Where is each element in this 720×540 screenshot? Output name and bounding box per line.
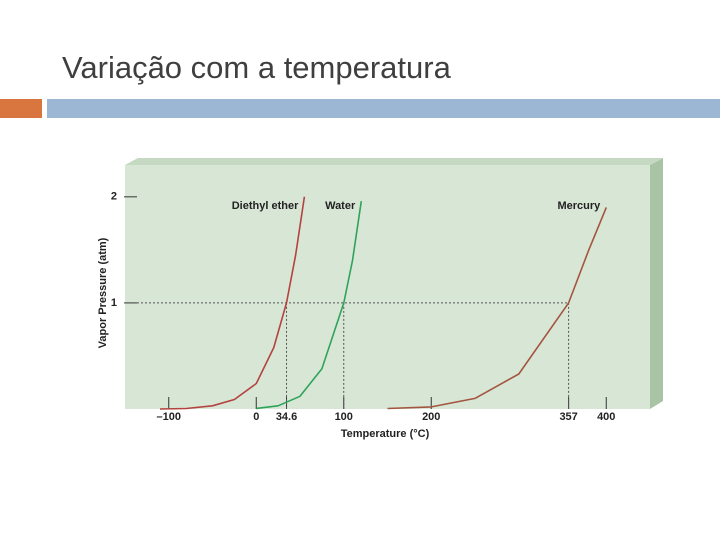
series-line xyxy=(387,207,608,410)
x-tick-label: 34.6 xyxy=(276,411,297,423)
series-line xyxy=(159,196,306,410)
series-label: Water xyxy=(325,200,356,212)
panel-top xyxy=(125,158,663,165)
x-tick-label: –100 xyxy=(157,411,181,423)
panel xyxy=(125,165,650,409)
series-label: Mercury xyxy=(557,200,601,212)
x-tick-label: 100 xyxy=(335,411,353,423)
accent-bar xyxy=(0,99,42,118)
y-tick-label: 1 xyxy=(111,297,117,309)
series-label: Diethyl ether xyxy=(232,200,299,212)
x-tick-label: 200 xyxy=(422,411,440,423)
x-tick-label: 357 xyxy=(559,411,577,423)
slide-title: Variação com a temperatura xyxy=(62,50,451,85)
y-tick-label: 2 xyxy=(111,191,117,203)
panel-side xyxy=(650,158,663,409)
header-bar xyxy=(47,99,720,118)
y-axis-title: Vapor Pressure (atm) xyxy=(97,237,109,348)
x-tick-label: 0 xyxy=(253,411,259,423)
x-axis-title: Temperature (°C) xyxy=(341,428,430,440)
x-tick-label: 400 xyxy=(597,411,615,423)
series-line xyxy=(256,200,363,410)
